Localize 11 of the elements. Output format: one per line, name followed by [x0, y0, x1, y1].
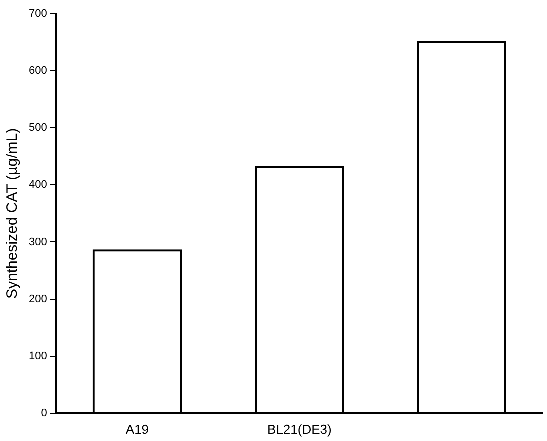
y-tick-label: 400: [28, 179, 48, 192]
y-tick-label: 600: [28, 65, 48, 78]
y-tick-label: 200: [28, 293, 48, 306]
y-tick-label: 100: [28, 350, 48, 362]
x-tick-label: A19: [126, 422, 150, 437]
x-tick-label: BL21(DE3): [268, 422, 332, 437]
y-axis-title: Synthesized CAT (µg/mL): [4, 128, 22, 300]
y-tick-label: 500: [28, 122, 48, 134]
y-tick-label: 700: [28, 8, 48, 20]
y-tick-label: 0: [41, 407, 48, 420]
y-tick-label: 300: [28, 236, 48, 248]
